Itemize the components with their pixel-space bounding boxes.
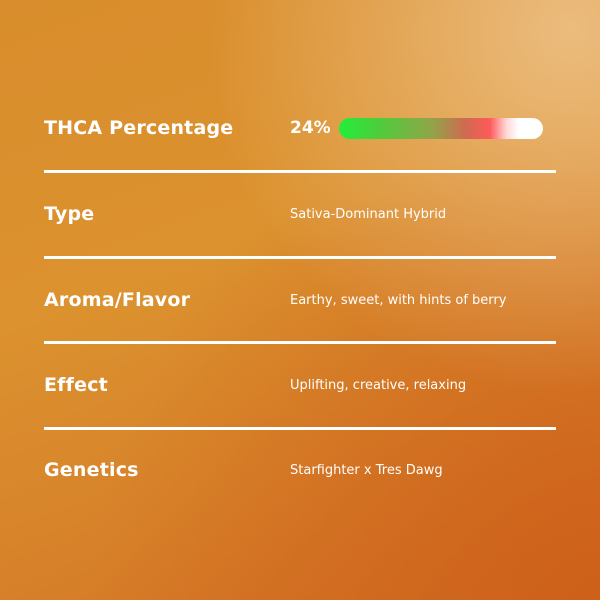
divider [44, 341, 556, 344]
thca-progress-bar [338, 117, 543, 139]
divider [44, 256, 556, 259]
row-value: Uplifting, creative, relaxing [290, 377, 467, 393]
row-thca-percentage: THCA Percentage 24% [44, 108, 556, 148]
row-label: Effect [44, 374, 108, 396]
row-value: Earthy, sweet, with hints of berry [290, 292, 507, 308]
row-label: THCA Percentage [44, 117, 234, 139]
row-aroma-flavor: Aroma/Flavor Earthy, sweet, with hints o… [44, 280, 556, 320]
row-label: Aroma/Flavor [44, 289, 191, 311]
row-label: Type [44, 203, 95, 225]
row-value: Sativa-Dominant Hybrid [290, 206, 447, 222]
thca-percent-value: 24% [290, 118, 331, 138]
row-genetics: Genetics Starfighter x Tres Dawg [44, 450, 556, 490]
row-effect: Effect Uplifting, creative, relaxing [44, 365, 556, 405]
divider [44, 427, 556, 430]
row-type: Type Sativa-Dominant Hybrid [44, 194, 556, 234]
row-value: Starfighter x Tres Dawg [290, 462, 443, 478]
row-label: Genetics [44, 459, 139, 481]
divider [44, 170, 556, 173]
